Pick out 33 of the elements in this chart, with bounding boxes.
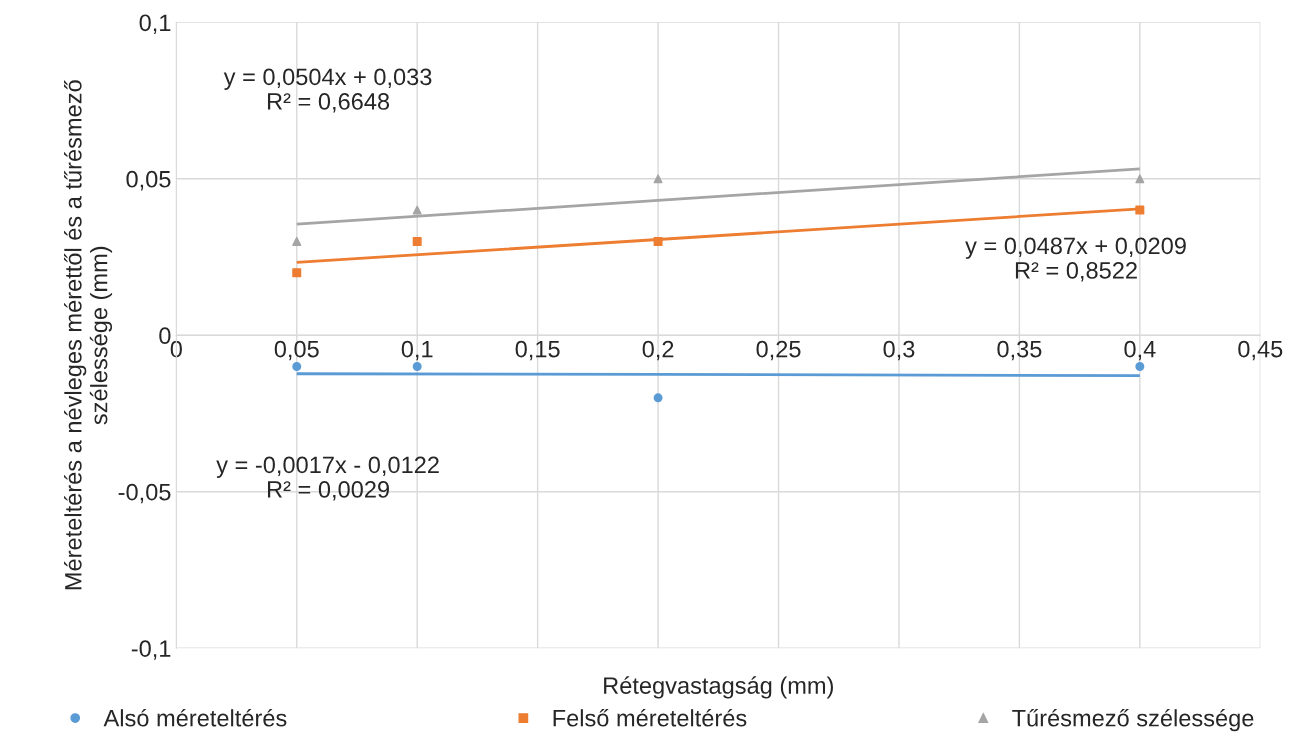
point (412, 236, 422, 246)
point (653, 393, 663, 403)
annotation: y = -0,0017x - 0,0122 R² = 0,0029 (216, 456, 439, 501)
y-tick-label: -0,1 (131, 640, 171, 660)
point (292, 268, 302, 278)
annotation: y = 0,0487x + 0,0209 R² = 0,8522 (965, 237, 1186, 282)
y-tick-label: 0,1 (139, 14, 171, 34)
y-tick-label: 0,05 (126, 170, 171, 191)
point (1135, 362, 1145, 372)
y-tick-label: 0 (159, 327, 171, 345)
legend-label: Alsó méreteltérés (103, 708, 287, 727)
x-tick-label: 0,25 (756, 340, 801, 361)
y-axis-title: Méreteltérés a névleges mérettől és a tűrésmező szélessége (mm) (64, 80, 113, 590)
x-tick-label: 0,15 (515, 340, 560, 361)
x-tick-label: 0 (170, 340, 182, 358)
point (653, 174, 663, 184)
point (292, 236, 302, 246)
legend-label: Felső méreteltérés (553, 708, 747, 727)
x-axis-title: Rétegvastagság (mm) (604, 676, 833, 699)
point (292, 362, 302, 372)
x-tick-label: 0,1 (401, 340, 433, 361)
point (1135, 174, 1145, 184)
x-tick-label: 0,4 (1124, 340, 1156, 361)
annotation: y = 0,0504x + 0,033 R² = 0,6648 (223, 68, 432, 113)
point (412, 362, 422, 372)
x-tick-label: 0,05 (274, 340, 319, 361)
point (412, 205, 422, 215)
x-tick-label: 0,2 (642, 340, 674, 361)
x-tick-label: 0,45 (1238, 340, 1283, 361)
x-tick-label: 0,35 (997, 340, 1042, 361)
y-tick-label: -0,05 (118, 483, 171, 504)
legend-label: Tűrésmező szélessége (1012, 708, 1254, 732)
x-tick-label: 0,3 (883, 340, 915, 361)
